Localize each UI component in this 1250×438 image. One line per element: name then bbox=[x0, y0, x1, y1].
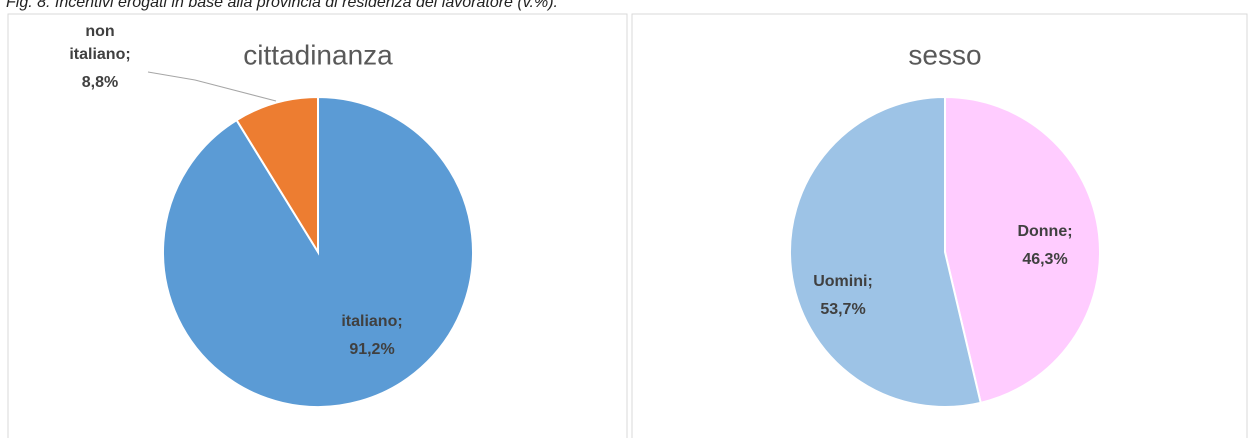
leader-line bbox=[147, 71, 277, 102]
data-label-value: 53,7% bbox=[820, 301, 865, 318]
pie-slice bbox=[944, 95, 1101, 405]
pie-slice bbox=[789, 95, 982, 408]
data-label-category: italiano; bbox=[341, 313, 402, 330]
chart-title: sesso bbox=[908, 39, 981, 70]
chart-title: cittadinanza bbox=[243, 39, 393, 70]
panel bbox=[631, 13, 1248, 438]
panel bbox=[7, 13, 628, 438]
data-label-category: Donne; bbox=[1017, 223, 1072, 240]
caption: Fig. 8. Incentivi erogati in base alla p… bbox=[6, 0, 558, 11]
data-label-value: 8,8% bbox=[82, 74, 118, 91]
data-label-category: non italiano; bbox=[69, 23, 130, 63]
data-label-category: Uomini; bbox=[813, 273, 873, 290]
data-label-value: 46,3% bbox=[1022, 251, 1067, 268]
pie-slice bbox=[235, 95, 319, 256]
data-label-value: 91,2% bbox=[349, 341, 394, 358]
